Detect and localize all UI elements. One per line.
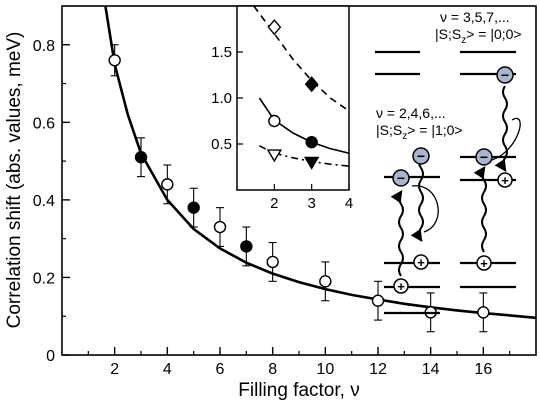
- label-odd-nu: ν = 3,5,7,...: [440, 9, 510, 25]
- open-data-point: [477, 306, 490, 319]
- inset-curve-dash-dot: [259, 145, 349, 167]
- svg-text:−: −: [480, 149, 488, 165]
- inset-point-filled-triangle-down: [303, 156, 320, 170]
- electron-odd-left: −: [475, 148, 493, 166]
- svg-text:+: +: [417, 255, 425, 270]
- photon-wave-1: [390, 190, 404, 277]
- x-tick-label: 14: [422, 361, 440, 378]
- y-axis-label: Correlation shift (abs. values, meV): [4, 32, 25, 329]
- inset-x-tick-label: 2: [270, 195, 278, 212]
- inset-y-tick-label: 1.0: [211, 90, 232, 107]
- open-data-point: [266, 255, 279, 269]
- svg-text:+: +: [397, 279, 405, 294]
- photon-wave-4: [494, 85, 508, 172]
- inset-axis-ticks: 2 3 4 0.5 1.0 1.5: [211, 44, 353, 212]
- x-tick-label: 10: [316, 361, 334, 378]
- x-tick-label: 16: [474, 361, 492, 378]
- filled-data-point: [134, 151, 148, 164]
- inset-point-open-triangle-down: [266, 149, 283, 163]
- inset-frame: [236, 5, 350, 191]
- open-data-point: [108, 54, 121, 67]
- x-axis-label: Filling factor, ν: [238, 380, 359, 401]
- inset-point-filled-diamond: [304, 76, 319, 93]
- spin-arrow: [411, 185, 439, 233]
- inset-plot-area: [253, 6, 349, 170]
- inset-point-open-diamond: [267, 19, 282, 36]
- label-even-nu: ν = 2,4,6,...: [376, 105, 446, 121]
- open-data-point: [161, 178, 174, 191]
- hole-odd-right: +: [497, 172, 513, 188]
- x-tick-label: 8: [268, 361, 277, 378]
- inset-point-open-circle: [268, 114, 281, 128]
- level-diagram-odd: − − + + ν = 3,5,7,... |S;Sz> = |0;0>: [375, 9, 522, 289]
- inset-y-tick-label: 1.5: [211, 44, 232, 61]
- svg-text:−: −: [397, 170, 405, 186]
- label-odd-state: |S;Sz> = |0;0>: [435, 26, 522, 46]
- y-tick-label: 0.8: [33, 38, 55, 55]
- electron-even-left: −: [392, 169, 410, 187]
- x-tick-label: 12: [369, 361, 387, 378]
- y-tick-label: 0: [46, 348, 55, 365]
- y-tick-label: 0.6: [33, 115, 55, 132]
- x-tick-label: 4: [163, 361, 172, 378]
- hole-odd-left: +: [476, 255, 492, 271]
- filled-data-point: [187, 201, 200, 214]
- x-tick-label: 6: [216, 361, 225, 378]
- inset-point-filled-circle: [305, 135, 318, 149]
- photon-wave-2: [410, 155, 424, 242]
- photon-wave-3: [473, 166, 487, 253]
- electron-odd-right: −: [496, 66, 514, 84]
- hole-even-right: +: [413, 254, 429, 270]
- svg-text:+: +: [501, 173, 509, 188]
- level-diagram-even: − − + + ν = 2,4,6,... |S;Sz> = |1;0>: [376, 105, 463, 315]
- svg-text:−: −: [417, 148, 425, 164]
- main-axis-ticks: 2 4 6 8 10 12 14 16 0 0.2 0.4 0.6 0.8: [33, 5, 511, 378]
- svg-text:−: −: [501, 67, 509, 83]
- y-tick-label: 0.4: [33, 193, 55, 210]
- x-tick-label: 2: [110, 361, 119, 378]
- inset-x-tick-label: 4: [345, 195, 353, 212]
- svg-text:+: +: [480, 256, 488, 271]
- electron-even-right: −: [412, 147, 430, 165]
- filled-data-point: [240, 240, 253, 253]
- y-tick-label: 0.2: [33, 270, 55, 287]
- inset-y-tick-label: 0.5: [211, 136, 232, 153]
- label-even-state: |S;Sz> = |1;0>: [376, 122, 463, 142]
- open-data-point: [371, 294, 385, 307]
- spin-arrow-odd: [491, 117, 521, 161]
- open-data-point: [213, 220, 227, 234]
- open-data-point: [319, 275, 332, 288]
- hole-even-left: +: [393, 278, 409, 294]
- inset-x-tick-label: 3: [307, 195, 315, 212]
